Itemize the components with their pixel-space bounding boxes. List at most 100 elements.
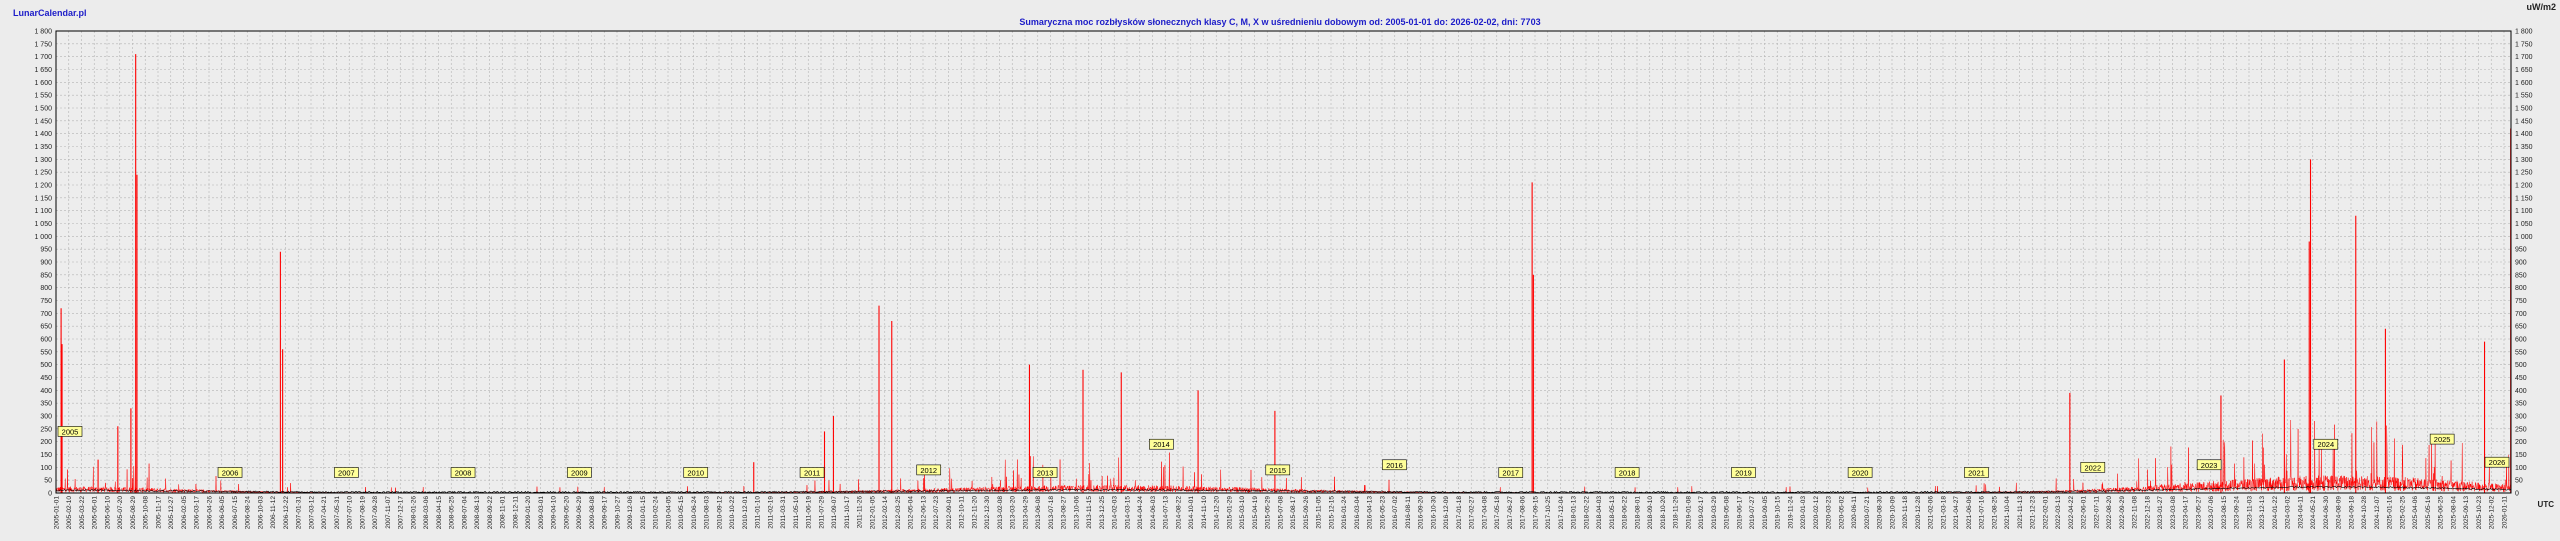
x-tick-label: 2023-07-06 xyxy=(2208,496,2215,530)
x-tick-label: 2023-05-27 xyxy=(2195,496,2202,530)
y-tick-label-left: 1 550 xyxy=(34,93,52,100)
y-tick-label-right: 1 550 xyxy=(2515,93,2533,100)
x-tick-label: 2007-08-19 xyxy=(359,496,366,530)
x-tick-label: 2015-08-17 xyxy=(1290,496,1297,530)
site-brand[interactable]: LunarCalendar.pl xyxy=(13,8,87,18)
x-tick-label: 2011-03-31 xyxy=(780,496,787,529)
x-tick-label: 2025-09-13 xyxy=(2463,496,2470,530)
x-tick-label: 2012-05-04 xyxy=(908,496,915,530)
x-tick-label: 2014-11-10 xyxy=(1201,496,1208,529)
year-label: 2010 xyxy=(687,468,704,477)
y-tick-label-left: 1 100 xyxy=(34,208,52,215)
year-label: 2020 xyxy=(1852,468,1869,477)
year-label-box xyxy=(1498,467,1524,478)
x-tick-label: 2007-07-10 xyxy=(347,496,354,530)
plot-border xyxy=(55,30,2512,494)
y-tick-label-right: 0 xyxy=(2515,491,2519,498)
x-tick-label: 2015-01-29 xyxy=(1226,496,1233,530)
x-tick-label: 2017-12-04 xyxy=(1558,496,1565,530)
x-tick-label: 2007-11-07 xyxy=(385,496,392,529)
x-tick-label: 2015-04-19 xyxy=(1252,496,1259,530)
x-tick-label: 2020-12-28 xyxy=(1915,496,1922,530)
x-tick-label: 2014-07-13 xyxy=(1163,496,1170,530)
y-tick-label-left: 50 xyxy=(44,478,52,485)
y-tick-label-left: 800 xyxy=(40,285,52,292)
y-tick-label-left: 750 xyxy=(40,298,52,305)
year-label-box xyxy=(2429,433,2455,445)
x-tick-label: 2015-12-15 xyxy=(1328,496,1335,530)
y-tick-label-right: 800 xyxy=(2515,285,2527,292)
x-tick-label: 2021-03-18 xyxy=(1940,496,1947,530)
y-unit-label: uW/m2 xyxy=(2526,2,2556,12)
y-tick-label-left: 1 050 xyxy=(34,221,52,228)
x-tick-label: 2022-11-08 xyxy=(2132,496,2139,529)
y-tick-label-right: 1 000 xyxy=(2515,234,2533,241)
y-tick-label-right: 1 150 xyxy=(2515,195,2533,202)
x-tick-label: 2022-07-11 xyxy=(2093,496,2100,529)
y-tick-label-right: 750 xyxy=(2515,298,2527,305)
x-tick-label: 2006-06-05 xyxy=(219,496,226,530)
grid xyxy=(55,30,2511,494)
year-label: 2012 xyxy=(920,466,937,475)
x-tick-label: 2015-07-08 xyxy=(1277,496,1284,530)
x-tick-label: 2014-08-22 xyxy=(1175,496,1182,530)
x-tick-label: 2020-03-23 xyxy=(1826,496,1833,530)
x-tick-label: 2006-12-22 xyxy=(283,496,290,530)
x-tick-label: 2012-03-25 xyxy=(895,496,902,530)
x-tick-label: 2014-03-15 xyxy=(1124,496,1131,530)
x-tick-label: 2005-05-01 xyxy=(92,496,99,530)
year-label: 2016 xyxy=(1386,461,1403,470)
year-label: 2007 xyxy=(338,468,355,477)
year-label-box xyxy=(683,467,709,478)
x-tick-label: 2018-06-22 xyxy=(1622,496,1629,530)
x-tick-label: 2008-12-11 xyxy=(512,496,519,529)
year-label-box xyxy=(567,467,592,478)
y-tick-label-left: 700 xyxy=(40,311,52,318)
x-tick-label: 2021-12-23 xyxy=(2030,496,2037,530)
y-tick-label-right: 850 xyxy=(2515,272,2527,279)
y-tick-label-left: 0 xyxy=(48,491,52,498)
x-tick-label: 2006-02-05 xyxy=(181,496,188,530)
y-tick-label-left: 650 xyxy=(40,324,52,331)
x-tick-label: 2016-10-30 xyxy=(1430,496,1437,530)
year-label-box xyxy=(334,467,359,478)
x-tick-label: 2024-03-02 xyxy=(2285,496,2292,530)
year-label: 2025 xyxy=(2434,435,2451,444)
year-label-box xyxy=(1614,467,1640,478)
y-tick-label-right: 350 xyxy=(2515,401,2527,408)
year-label: 2009 xyxy=(571,468,588,477)
x-tick-label: 2017-05-18 xyxy=(1494,496,1501,530)
x-tick-label: 2020-10-09 xyxy=(1889,496,1896,530)
x-tick-label: 2010-05-15 xyxy=(678,496,685,530)
y-tick-label-left: 1 450 xyxy=(34,118,52,125)
y-tick-label-left: 500 xyxy=(40,362,52,369)
x-tick-label: 2005-10-08 xyxy=(143,496,150,530)
chart-title: Sumaryczna moc rozbłysków słonecznych kl… xyxy=(1019,17,1541,27)
x-tick-label: 2022-04-22 xyxy=(2068,496,2075,530)
y-tick-label-right: 1 400 xyxy=(2515,131,2533,138)
x-tick-label: 2013-06-08 xyxy=(1035,496,1042,530)
x-tick-label: 2022-08-20 xyxy=(2106,496,2113,530)
x-tick-label: 2022-09-29 xyxy=(2119,496,2126,530)
year-label-box xyxy=(2196,459,2222,471)
x-tick-label: 2012-10-11 xyxy=(959,496,966,529)
x-tick-label: 2021-06-06 xyxy=(1966,496,1973,530)
x-tick-label: 2024-05-21 xyxy=(2310,496,2317,530)
year-label-box xyxy=(2484,456,2510,468)
x-tick-label: 2017-02-27 xyxy=(1469,496,1476,530)
x-tick-label: 2021-11-13 xyxy=(2017,496,2024,529)
x-tick-label: 2012-12-30 xyxy=(984,496,991,530)
x-tick-label: 2014-10-01 xyxy=(1188,496,1195,530)
x-tick-label: 2016-08-11 xyxy=(1405,496,1412,529)
x-tick-label: 2012-09-01 xyxy=(946,496,953,530)
x-tick-label: 2008-05-25 xyxy=(449,496,456,530)
x-tick-label: 2021-07-16 xyxy=(1979,496,1986,530)
x-tick-label: 2006-08-24 xyxy=(245,496,252,530)
y-tick-label-right: 450 xyxy=(2515,375,2527,382)
x-tick-label: 2009-05-20 xyxy=(563,496,570,530)
x-tick-label: 2013-10-06 xyxy=(1073,496,1080,530)
x-tick-label: 2025-02-25 xyxy=(2399,496,2406,530)
x-tick-label: 2024-08-09 xyxy=(2336,496,2343,530)
x-tick-label: 2011-09-07 xyxy=(831,496,838,529)
year-label: 2015 xyxy=(1269,466,1286,475)
